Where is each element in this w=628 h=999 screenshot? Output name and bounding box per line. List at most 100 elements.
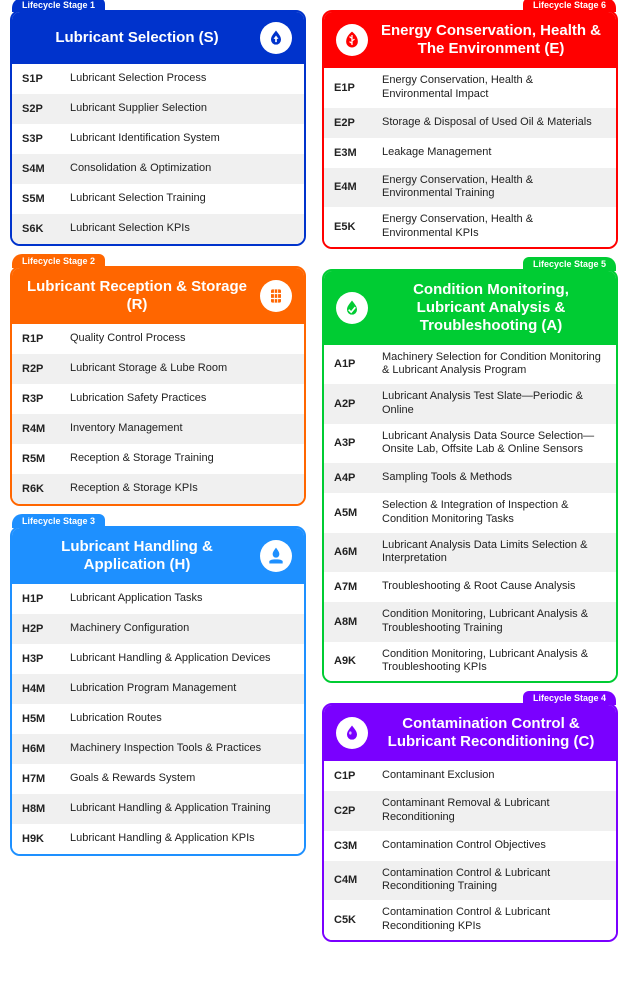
row-code: S1P (22, 73, 58, 85)
rows-container: R1PQuality Control Process R2P Lubricant S… (12, 324, 304, 504)
row-label: Selection & Integration of Inspection & … (382, 499, 606, 527)
stage-tab: Lifecycle Stage 5 (523, 257, 616, 271)
table-row: H3PLubricant Handling & Application Devi… (12, 644, 304, 674)
row-label: Sampling Tools & Methods (382, 471, 512, 485)
left-column: Lifecycle Stage 1Lubricant Selection (S)… (10, 10, 306, 942)
row-label: Condition Monitoring, Lubricant Analysis… (382, 608, 606, 636)
row-code: C5K (334, 914, 370, 926)
stage-tab: Lifecycle Stage 2 (12, 254, 105, 268)
table-row: A5M Selection & Integration of Inspection… (324, 493, 616, 533)
row-label: Contamination Control & Lubricant Recond… (382, 867, 606, 895)
card-header: Lubricant Reception & Storage (R) (12, 268, 304, 324)
row-label: Lubricant Analysis Test Slate—Periodic &… (382, 390, 606, 418)
drop-hand-icon (260, 540, 292, 572)
table-row: R3PLubrication Safety Practices (12, 384, 304, 414)
row-label: Lubricant Supplier Selection (70, 102, 207, 116)
row-code: A3P (334, 437, 370, 449)
card-title: Lubricant Selection (S) (24, 29, 250, 47)
rows-container: C1PContaminant ExclusionC2PContaminant R… (324, 761, 616, 940)
table-row: S6KLubricant Selection KPIs (12, 214, 304, 244)
table-row: E5KEnergy Conservation, Health & Environ… (324, 207, 616, 247)
row-label: Lubrication Program Management (70, 682, 236, 696)
row-code: E3M (334, 147, 370, 159)
table-row: E4M Energy Conservation, Health & Environ… (324, 168, 616, 208)
row-label: Lubricant Application Tasks (70, 592, 203, 606)
row-label: Machinery Selection for Condition Monito… (382, 351, 606, 379)
card-header: Condition Monitoring, Lubricant Analysis… (324, 271, 616, 345)
row-code: E2P (334, 117, 370, 129)
table-row: S1P Lubricant Selection Process (12, 64, 304, 94)
table-row: R5M Reception & Storage Training (12, 444, 304, 474)
card-title: Contamination Control & Lubricant Recond… (378, 715, 604, 751)
row-code: C1P (334, 770, 370, 782)
drop-check-icon (336, 292, 368, 324)
row-code: R2P (22, 363, 58, 375)
stage-tab: Lifecycle Stage 6 (523, 0, 616, 12)
table-row: C3MContamination Control Objectives (324, 831, 616, 861)
row-label: Lubricant Handling & Application KPIs (70, 832, 255, 846)
card-header: Contamination Control & Lubricant Recond… (324, 705, 616, 761)
row-code: R6K (22, 483, 58, 495)
table-row: R1PQuality Control Process (12, 324, 304, 354)
leaf-icon (336, 24, 368, 56)
table-row: H4M Lubrication Program Management (12, 674, 304, 704)
row-code: H1P (22, 593, 58, 605)
table-row: C5K Contamination Control & Lubricant Rec… (324, 900, 616, 940)
row-label: Lubricant Storage & Lube Room (70, 362, 227, 376)
row-label: Leakage Management (382, 146, 491, 160)
table-row: H9K Lubricant Handling & Application KPIs (12, 824, 304, 854)
stage-card-s1: Lifecycle Stage 1Lubricant Selection (S)… (10, 10, 306, 246)
row-code: C4M (334, 874, 370, 886)
card-header: Lubricant Selection (S) (12, 12, 304, 64)
stage-card-s2: Lifecycle Stage 2Lubricant Reception & S… (10, 266, 306, 506)
table-row: H5MLubrication Routes (12, 704, 304, 734)
rows-container: E1P Energy Conservation, Health & Environ… (324, 68, 616, 247)
stage-tab: Lifecycle Stage 3 (12, 514, 105, 528)
row-code: E4M (334, 181, 370, 193)
stage-card-s5: Lifecycle Stage 5Condition Monitoring, L… (322, 269, 618, 684)
row-label: Inventory Management (70, 422, 183, 436)
table-row: A1PMachinery Selection for Condition Mon… (324, 345, 616, 385)
row-code: H4M (22, 683, 58, 695)
row-code: S3P (22, 133, 58, 145)
row-code: A5M (334, 507, 370, 519)
row-label: Energy Conservation, Health & Environmen… (382, 74, 606, 102)
row-code: E1P (334, 82, 370, 94)
row-label: Contaminant Removal & Lubricant Recondit… (382, 797, 606, 825)
table-row: S2PLubricant Supplier Selection (12, 94, 304, 124)
table-row: C1PContaminant Exclusion (324, 761, 616, 791)
row-label: Lubricant Selection Process (70, 72, 206, 86)
stage-grid: Lifecycle Stage 1Lubricant Selection (S)… (10, 10, 618, 942)
row-label: Energy Conservation, Health & Environmen… (382, 174, 606, 202)
row-label: Contamination Control & Lubricant Recond… (382, 906, 606, 934)
row-code: R4M (22, 423, 58, 435)
table-row: E1P Energy Conservation, Health & Environ… (324, 68, 616, 108)
row-code: A8M (334, 616, 370, 628)
table-row: A7M Troubleshooting & Root Cause Analysis (324, 572, 616, 602)
table-row: S5MLubricant Selection Training (12, 184, 304, 214)
row-label: Reception & Storage Training (70, 452, 214, 466)
row-label: Machinery Inspection Tools & Practices (70, 742, 261, 756)
row-code: H7M (22, 773, 58, 785)
barrel-icon (260, 280, 292, 312)
row-code: A7M (334, 581, 370, 593)
table-row: S3PLubricant Identification System (12, 124, 304, 154)
card-header: Energy Conservation, Health & The Enviro… (324, 12, 616, 68)
card-title: Condition Monitoring, Lubricant Analysis… (378, 281, 604, 335)
card-header: Lubricant Handling & Application (H) (12, 528, 304, 584)
row-code: R5M (22, 453, 58, 465)
row-code: C3M (334, 840, 370, 852)
table-row: A6MLubricant Analysis Data Limits Select… (324, 533, 616, 573)
row-code: A4P (334, 472, 370, 484)
table-row: H8MLubricant Handling & Application Trai… (12, 794, 304, 824)
table-row: C4M Contamination Control & Lubricant Rec… (324, 861, 616, 901)
row-code: H6M (22, 743, 58, 755)
row-code: H9K (22, 833, 58, 845)
table-row: A8M Condition Monitoring, Lubricant Analy… (324, 602, 616, 642)
table-row: R6KReception & Storage KPIs (12, 474, 304, 504)
row-label: Troubleshooting & Root Cause Analysis (382, 580, 575, 594)
table-row: E2PStorage & Disposal of Used Oil & Mate… (324, 108, 616, 138)
row-label: Condition Monitoring, Lubricant Analysis… (382, 648, 606, 676)
table-row: A2PLubricant Analysis Test Slate—Periodi… (324, 384, 616, 424)
table-row: A9KCondition Monitoring, Lubricant Analy… (324, 642, 616, 682)
